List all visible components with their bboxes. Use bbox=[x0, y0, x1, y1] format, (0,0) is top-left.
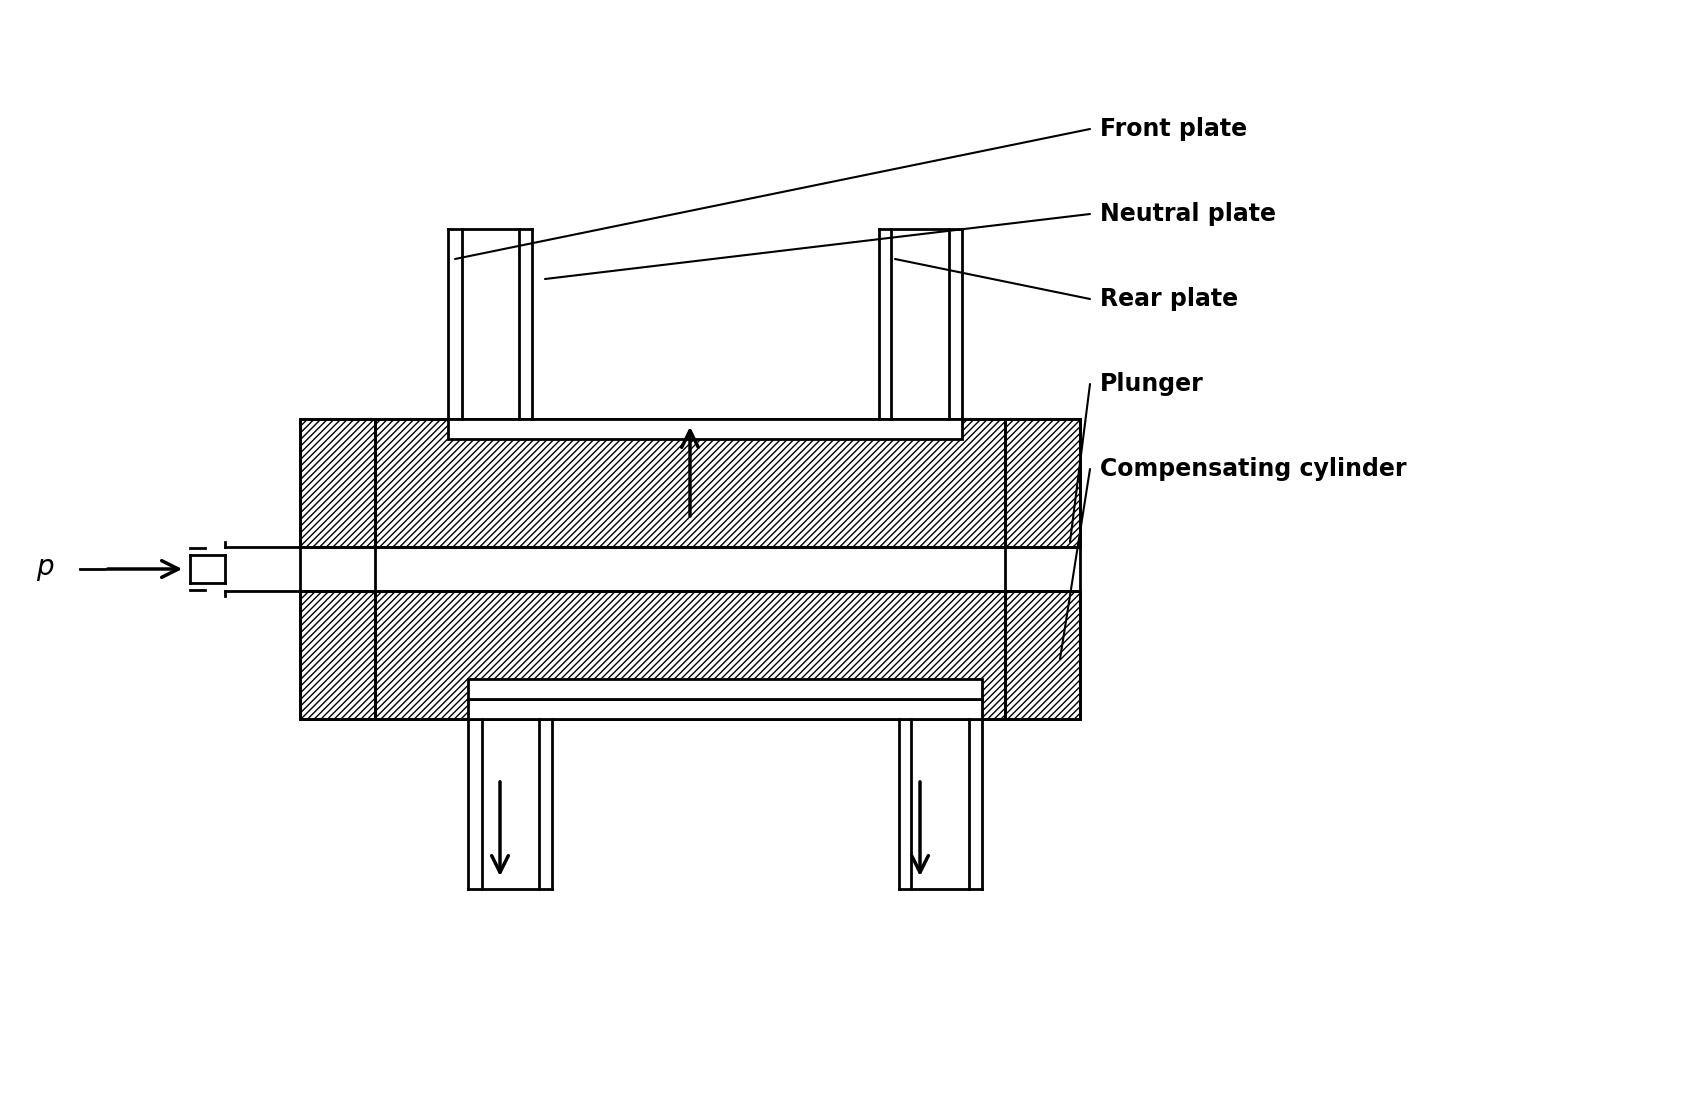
Bar bbox=[374, 419, 1005, 547]
Bar bbox=[299, 419, 1080, 719]
Text: $p$: $p$ bbox=[36, 555, 54, 582]
Text: Rear plate: Rear plate bbox=[1101, 287, 1238, 311]
Text: Neutral plate: Neutral plate bbox=[1101, 202, 1276, 226]
Bar bbox=[468, 699, 981, 719]
Bar bbox=[299, 591, 374, 719]
Bar bbox=[468, 679, 981, 699]
Bar bbox=[1005, 591, 1080, 719]
Bar bbox=[449, 419, 961, 439]
Bar bbox=[374, 591, 1005, 719]
Text: Plunger: Plunger bbox=[1101, 371, 1204, 396]
Bar bbox=[299, 419, 374, 547]
Text: Front plate: Front plate bbox=[1101, 116, 1247, 141]
Bar bbox=[1005, 419, 1080, 547]
Text: Compensating cylinder: Compensating cylinder bbox=[1101, 457, 1407, 481]
Bar bbox=[374, 547, 1005, 591]
